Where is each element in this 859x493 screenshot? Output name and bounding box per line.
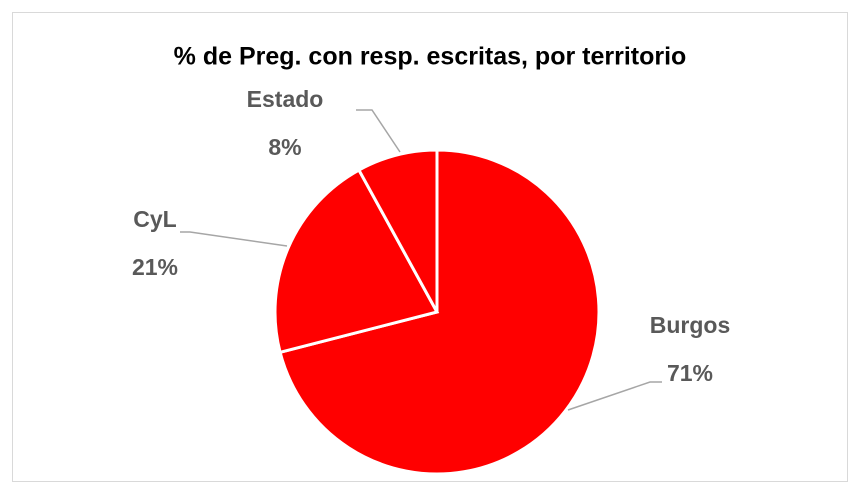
- category-label: Estado: [247, 86, 324, 112]
- leader-line: [567, 381, 662, 411]
- category-label: CyL: [133, 206, 176, 232]
- chart-title: % de Preg. con resp. escritas, por terri…: [174, 43, 687, 71]
- value-label: 8%: [268, 134, 301, 160]
- value-label: 21%: [132, 254, 178, 280]
- value-label: 71%: [667, 360, 713, 386]
- category-label: Burgos: [650, 312, 731, 338]
- leader-line: [180, 231, 288, 247]
- leader-line: [356, 109, 401, 153]
- pie-slice: [278, 148, 601, 476]
- pie-slice: [356, 148, 439, 313]
- pie-slice: [273, 168, 440, 355]
